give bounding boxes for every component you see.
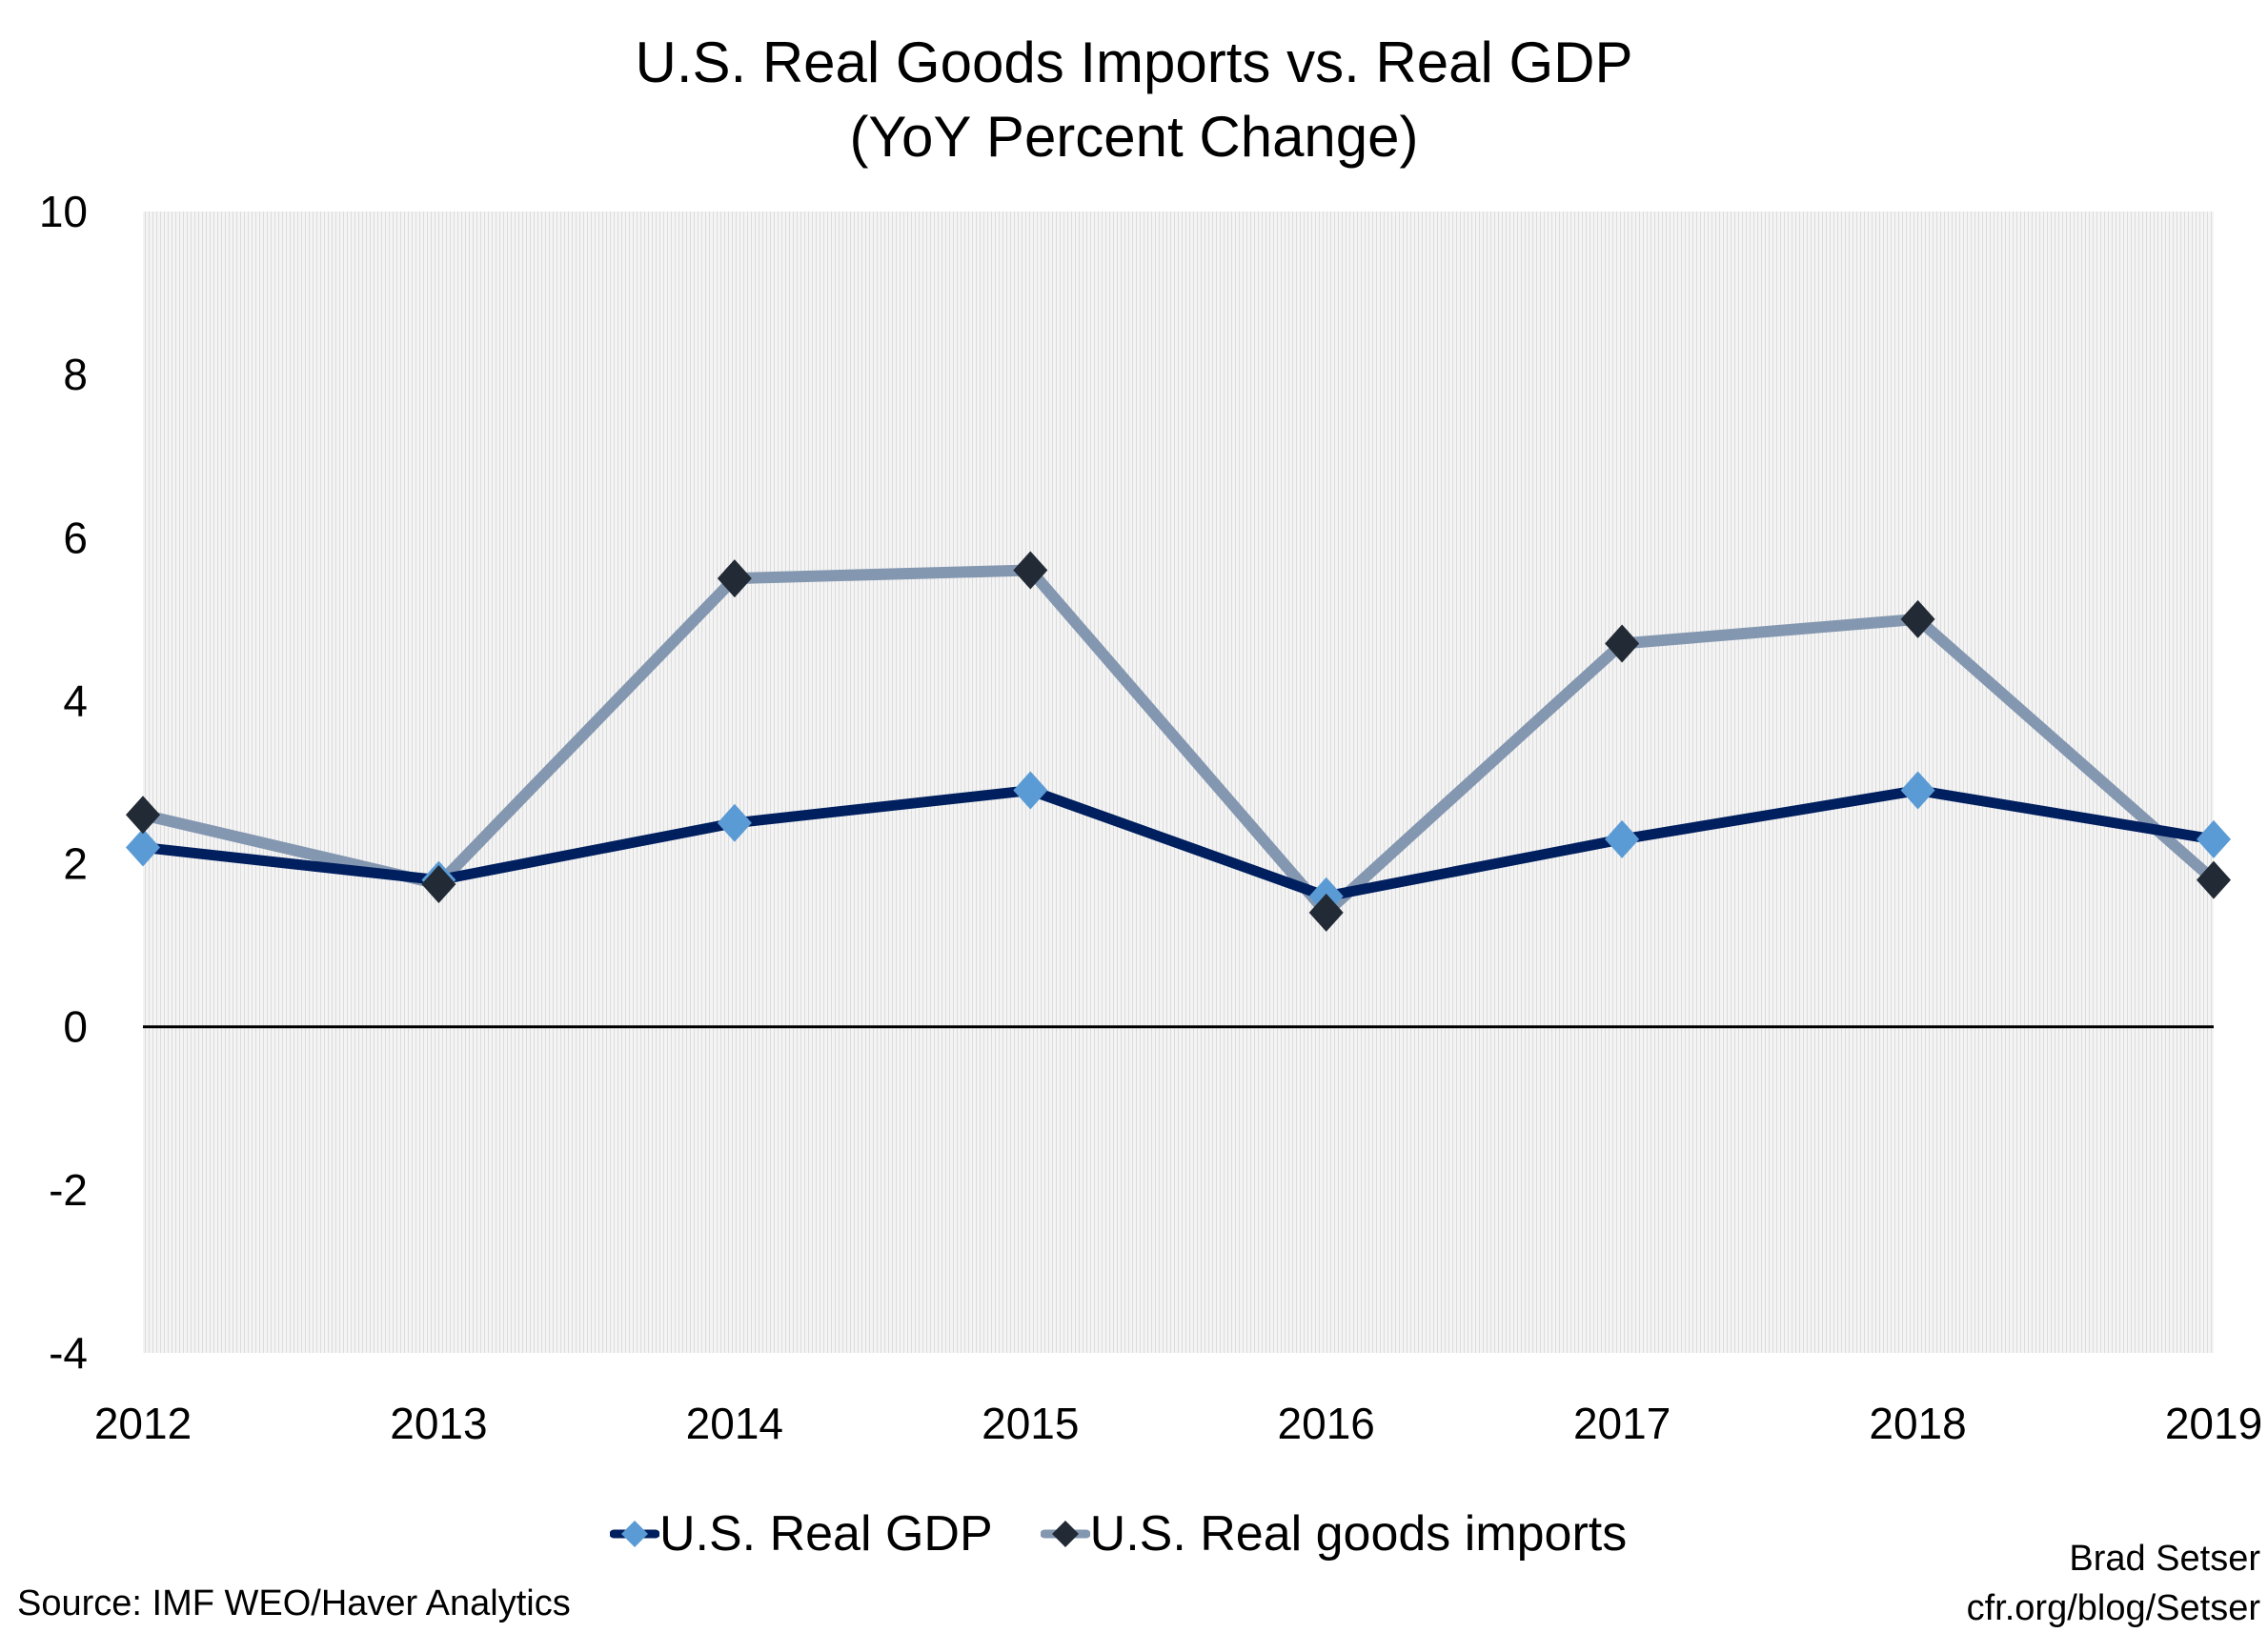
legend-item-gdp: U.S. Real GDP [610, 1505, 993, 1562]
x-tick-label: 2012 [94, 1399, 192, 1448]
x-tick-label: 2019 [2165, 1399, 2262, 1448]
x-tick-label: 2016 [1278, 1399, 1375, 1448]
chart-title: U.S. Real Goods Imports vs. Real GDP [635, 30, 1633, 94]
x-tick-label: 2015 [982, 1399, 1079, 1448]
y-tick-label: 4 [63, 675, 88, 725]
data-point-gdp [1605, 819, 1640, 858]
legend-item-imports: U.S. Real goods imports [1040, 1505, 1628, 1562]
y-tick-label: 2 [63, 839, 88, 889]
series-line-1 [141, 564, 2217, 918]
data-point-gdp [717, 803, 752, 842]
x-tick-label: 2018 [1869, 1399, 1966, 1448]
data-point-imports [1900, 599, 1935, 638]
x-tick-label: 2014 [686, 1399, 783, 1448]
y-tick-label: 8 [63, 350, 88, 399]
y-tick-label: 10 [39, 187, 88, 236]
y-tick-label: 6 [63, 513, 88, 562]
credit-url: cfr.org/blog/Setser [1966, 1588, 2260, 1628]
source-note: Source: IMF WEO/Haver Analytics [17, 1583, 571, 1623]
imports-legend-marker-icon [1040, 1521, 1090, 1547]
credit-author: Brad Setser [2069, 1539, 2260, 1579]
data-point-gdp [1900, 771, 1935, 810]
legend-label-imports: U.S. Real goods imports [1089, 1506, 1628, 1562]
plot-area [143, 212, 2214, 1353]
line-chart: 10 8 6 4 2 0 -2 -4 2012 2013 2014 2015 2016 2017 2018… [39, 187, 2262, 1448]
data-point-imports [1308, 893, 1344, 932]
chart-subtitle: (YoY Percent Change) [849, 105, 1419, 169]
data-point-imports [421, 864, 456, 903]
data-point-gdp [1013, 771, 1048, 810]
data-point-gdp [2197, 819, 2231, 858]
data-point-imports [2197, 860, 2231, 899]
x-tick-label: 2017 [1573, 1399, 1671, 1448]
data-point-imports [717, 559, 752, 598]
legend: U.S. Real GDP U.S. Real goods imports [610, 1505, 1674, 1562]
data-point-imports [1605, 624, 1640, 663]
series-line-0 [142, 785, 2215, 902]
data-point-imports [1013, 551, 1048, 590]
y-tick-label: -2 [49, 1165, 88, 1215]
data-point-imports [126, 796, 160, 835]
legend-label-gdp: U.S. Real GDP [659, 1506, 993, 1562]
credit: Brad Setser cfr.org/blog/Setser [1967, 1534, 2260, 1633]
y-tick-label: 0 [63, 1002, 88, 1052]
data-point-gdp [126, 828, 160, 867]
y-tick-label: -4 [49, 1328, 88, 1378]
gdp-legend-marker-icon [610, 1521, 659, 1547]
x-tick-label: 2013 [390, 1399, 487, 1448]
